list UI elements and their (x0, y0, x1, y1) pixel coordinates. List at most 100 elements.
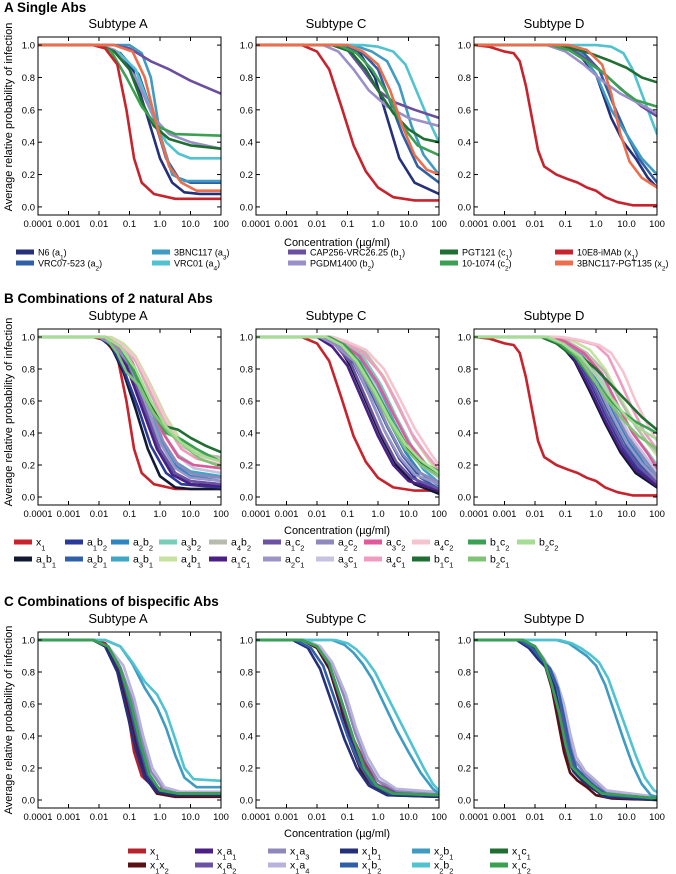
legend-label: a1c1 (231, 554, 250, 570)
x-tick-label: 100 (649, 219, 665, 230)
legend-item: VRC07-523 (a2) (16, 259, 102, 272)
legend-item: a3b2 (159, 537, 201, 552)
legend-swatch (152, 249, 170, 255)
legend-label: a2b2 (133, 537, 153, 553)
y-tick-label: 0.2 (22, 170, 35, 181)
legend-swatch (268, 848, 286, 854)
legend-item: a1c2 (263, 537, 304, 552)
legend-item: 10E8-iMAb (x1) (555, 248, 638, 261)
legend-swatch (195, 848, 213, 854)
y-tick-label: 1.0 (458, 41, 471, 52)
y-tick-label: 0.4 (240, 732, 253, 743)
legend-item: a3c1 (316, 554, 357, 569)
legend-item: a3c2 (364, 537, 405, 553)
legend-label: a3b1 (133, 554, 153, 570)
legend-item: 3BNC117 (a3) (152, 248, 229, 261)
y-tick-label: 0.6 (22, 105, 35, 116)
legend-label: x1c1 (512, 846, 531, 862)
y-tick-label: 0.8 (240, 365, 253, 376)
legend-label: x1a4 (290, 860, 309, 874)
series-line-x1 (474, 335, 657, 497)
legend-swatch (209, 539, 227, 545)
legend-item: a1c1 (209, 554, 250, 570)
legend-label: PGT121 (c1) (462, 248, 512, 262)
series-group (474, 638, 657, 802)
panel-b-xlabel: Concentration (µg/ml) (284, 525, 390, 537)
y-tick-label: 0.6 (458, 105, 471, 116)
legend-label: 3BNC117-PGT135 (x2) (577, 259, 669, 273)
x-tick-label: 0.001 (493, 812, 517, 823)
legend-label: x1a1 (217, 846, 236, 862)
legend-item: b2c2 (517, 537, 558, 552)
legend-label: a1b1 (36, 554, 56, 570)
legend-item: x1x2 (128, 860, 169, 874)
x-tick-label: 0.0001 (459, 509, 488, 520)
x-tick-label: 100 (431, 812, 447, 823)
legend-item: x1a4 (268, 860, 309, 874)
legend-label: b1c2 (490, 537, 509, 553)
series-line-vrc07-523-a2- (256, 43, 439, 184)
y-tick-label: 1.0 (22, 41, 35, 52)
subplot-1-3: 0.0001 0.001 0.01 0.1 1.0 10.0 100 0.0 0.2 0.4 0.6… (458, 36, 665, 230)
x-tick-label: 100 (431, 219, 447, 230)
series-line-x1c2 (38, 638, 221, 795)
y-tick-label: 0.0 (458, 796, 471, 807)
panel-c-subtype-2: Subtype C (306, 611, 367, 626)
x-tick-label: 10.0 (181, 812, 200, 823)
legend-item: x1b2 (340, 860, 381, 874)
x-tick-label: 0.001 (493, 219, 517, 230)
panel-b-subtype-1: Subtype A (88, 308, 148, 323)
legend-swatch (159, 539, 177, 545)
legend-swatch (468, 539, 486, 545)
series-group (256, 638, 439, 799)
series-line-3bnc117-pgt135-x2- (474, 43, 657, 189)
x-tick-label: 1.0 (589, 219, 602, 230)
x-tick-label: 1.0 (589, 812, 602, 823)
y-tick-label: 1.0 (240, 636, 253, 647)
legend-label: a3c2 (386, 537, 405, 553)
x-tick-label: 0.01 (90, 812, 109, 823)
legend-swatch (555, 260, 573, 266)
legend-swatch (440, 249, 458, 255)
x-tick-label: 0.01 (308, 509, 327, 520)
legend-swatch (65, 556, 83, 562)
x-tick-label: 0.01 (526, 509, 545, 520)
panel-b-plots: 0.0001 0.001 0.01 0.1 1.0 10.0 100 0.0 0.2 0.4 0.6… (22, 328, 665, 520)
legend-item: x1c2 (490, 860, 531, 874)
y-tick-label: 0.8 (22, 73, 35, 84)
legend-swatch (268, 862, 286, 868)
panel-c-plots: 0.0001 0.001 0.01 0.1 1.0 10.0 100 0.0 0.2 0.4 0.6… (22, 631, 665, 823)
legend-item: N6 (a1) (16, 248, 67, 261)
y-tick-label: 1.0 (22, 636, 35, 647)
subplot-3-2: 0.0001 0.001 0.01 0.1 1.0 10.0 100 0.0 0.2 0.4 0.6… (240, 631, 447, 823)
y-tick-label: 0.8 (240, 73, 253, 84)
legend-swatch (364, 556, 382, 562)
legend-swatch (159, 556, 177, 562)
x-tick-label: 0.001 (275, 812, 299, 823)
series-group (38, 638, 221, 799)
x-tick-label: 100 (213, 509, 229, 520)
panel-c: C Combinations of bispecific Abs Subtype… (3, 594, 665, 874)
legend-item: b1c1 (412, 554, 453, 569)
series-group (38, 43, 221, 201)
legend-item: b1c2 (468, 537, 509, 553)
subplot-3-3: 0.0001 0.001 0.01 0.1 1.0 10.0 100 0.0 0.2 0.4 0.6… (458, 631, 665, 823)
legend-swatch (152, 260, 170, 266)
legend-item: x2b1 (412, 846, 453, 861)
legend-swatch (364, 539, 382, 545)
series-line-vrc01-a4- (38, 43, 221, 160)
legend-label: x1a2 (217, 860, 236, 874)
panel-a-plots: 0.0001 0.001 0.01 0.1 1.0 10.0 100 0.0 0.2 0.4 0.6… (22, 36, 665, 230)
x-tick-label: 0.1 (341, 812, 354, 823)
panel-a-ylabel: Average relative probability of infectio… (3, 23, 15, 212)
legend-label: CAP256-VRC26.25 (b1) (310, 248, 405, 262)
y-tick-label: 0.8 (22, 365, 35, 376)
legend-item: a4c1 (364, 554, 405, 569)
legend-swatch (14, 539, 32, 545)
series-line-b2c1 (38, 335, 221, 468)
y-tick-label: 0.8 (458, 73, 471, 84)
panel-b-subtype-3: Subtype D (524, 308, 585, 323)
panel-c-ylabel: Average relative probability of infectio… (3, 626, 15, 815)
legend-label: b2c1 (490, 554, 509, 570)
